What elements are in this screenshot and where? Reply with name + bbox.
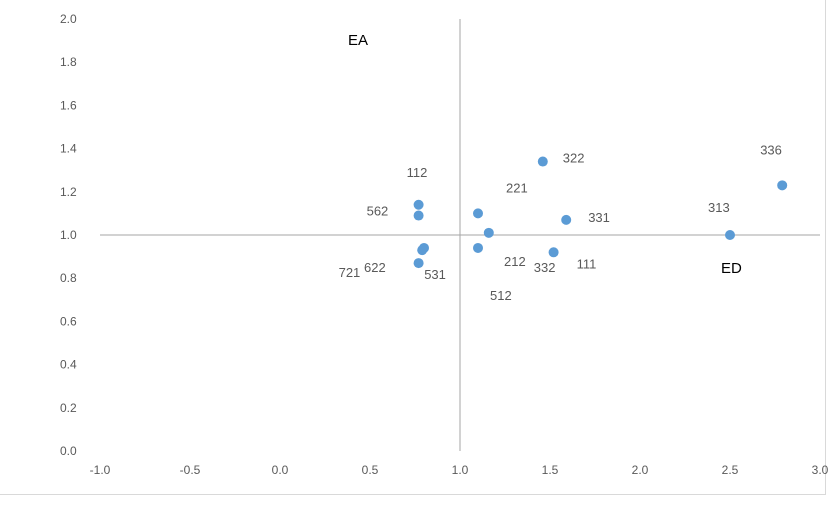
point-label-331: 331 xyxy=(588,210,610,225)
data-point-721 xyxy=(413,258,424,269)
data-points xyxy=(413,156,788,269)
y-tick-label: 0.2 xyxy=(60,401,77,415)
data-point-111 xyxy=(548,247,559,258)
y-axis-ticks: 0.0 0.2 0.4 0.6 0.8 1.0 1.2 1.4 1.6 1.8 2.0 xyxy=(60,12,77,458)
y-tick-label: 0.4 xyxy=(60,358,77,372)
y-tick-label: 1.0 xyxy=(60,228,77,242)
point-label-212: 212 xyxy=(504,254,526,269)
annotation-512: 512 xyxy=(490,288,512,303)
data-point-531 xyxy=(417,245,428,256)
point-label-221: 221 xyxy=(506,180,528,195)
y-tick-label: 1.6 xyxy=(60,98,77,112)
annotation-ed: ED xyxy=(721,260,742,277)
x-tick-label: -1.0 xyxy=(90,463,111,477)
y-tick-label: 2.0 xyxy=(60,12,77,26)
point-label-721: 721 xyxy=(339,265,361,280)
data-point-331 xyxy=(561,214,572,225)
point-label-562: 562 xyxy=(367,204,389,219)
data-point-336 xyxy=(777,180,788,191)
x-tick-label: 0.0 xyxy=(272,463,289,477)
x-tick-label: 1.0 xyxy=(452,463,469,477)
y-tick-label: 1.2 xyxy=(60,185,77,199)
x-tick-label: 0.5 xyxy=(362,463,379,477)
data-point-562 xyxy=(413,210,424,221)
point-label-313: 313 xyxy=(708,200,730,215)
y-tick-label: 1.4 xyxy=(60,142,77,156)
data-point-112 xyxy=(413,199,424,210)
y-tick-label: 1.8 xyxy=(60,55,77,69)
data-point-212 xyxy=(473,242,483,253)
x-tick-label: -0.5 xyxy=(180,463,201,477)
chart-frame xyxy=(0,0,826,495)
x-tick-label: 3.0 xyxy=(812,463,829,477)
data-point-322 xyxy=(537,156,548,167)
point-label-332: 332 xyxy=(534,260,556,275)
y-tick-label: 0.8 xyxy=(60,271,77,285)
y-tick-label: 0.0 xyxy=(60,444,77,458)
x-axis-ticks: -1.0 -0.5 0.0 0.5 1.0 1.5 2.0 2.5 3.0 xyxy=(90,463,829,477)
point-label-622: 622 xyxy=(364,260,386,275)
point-label-322: 322 xyxy=(563,151,585,166)
x-tick-label: 2.5 xyxy=(722,463,739,477)
x-tick-label: 1.5 xyxy=(542,463,559,477)
point-label-112: 112 xyxy=(407,165,428,180)
data-point-313 xyxy=(725,230,735,240)
annotation-ea: EA xyxy=(348,32,368,49)
x-tick-label: 2.0 xyxy=(632,463,649,477)
point-label-111: 111 xyxy=(577,256,597,271)
point-label-531: 531 xyxy=(424,267,446,282)
y-tick-label: 0.6 xyxy=(60,314,77,328)
data-point-221 xyxy=(473,208,483,219)
point-label-336: 336 xyxy=(760,142,782,157)
data-point-332 xyxy=(483,227,494,238)
